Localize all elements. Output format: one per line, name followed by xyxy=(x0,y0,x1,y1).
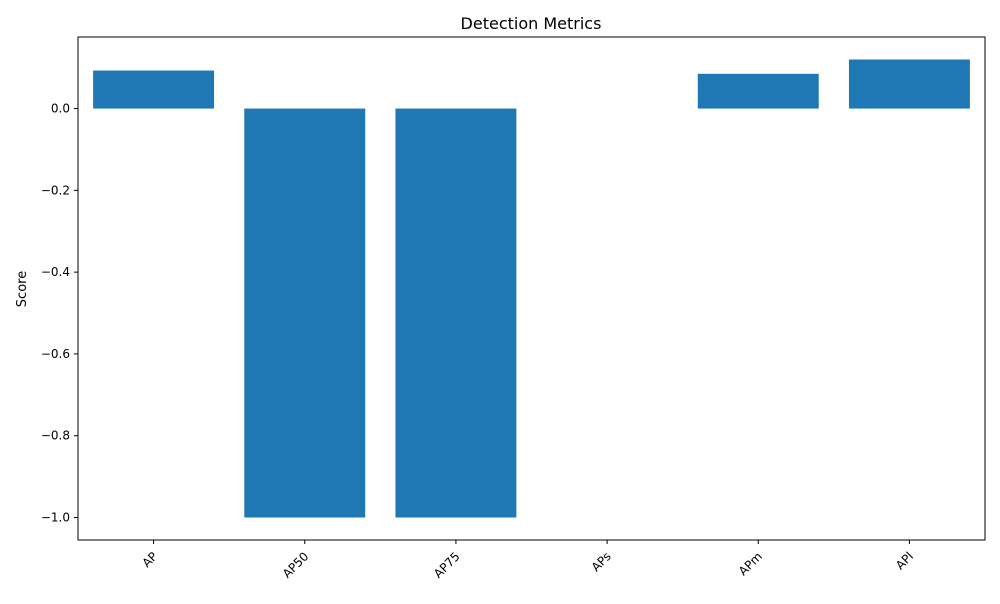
y-tick-label: 0.0 xyxy=(51,102,70,116)
y-tick-label: −0.8 xyxy=(41,429,70,443)
bar-ap50 xyxy=(244,108,366,518)
x-tick-label: APm xyxy=(736,549,765,578)
y-tick-label: −0.4 xyxy=(41,265,70,279)
x-tick-label: AP xyxy=(139,549,160,570)
bar-ap75 xyxy=(395,108,517,518)
y-tick-label: −1.0 xyxy=(41,511,70,525)
plot-area: 0.0 −0.2 −0.4 −0.6 −0.8 −1.0 AP AP50 AP75 APs APm A… xyxy=(41,36,986,581)
y-axis-label: Score xyxy=(15,271,30,307)
bar-ap xyxy=(93,70,215,109)
bar-apm xyxy=(697,73,819,109)
y-tick-label: −0.2 xyxy=(41,183,70,197)
axes-frame xyxy=(77,36,986,541)
x-tick-label: AP50 xyxy=(280,549,312,581)
bar-apl xyxy=(848,59,970,109)
chart-title: Detection Metrics xyxy=(461,14,602,33)
y-tick-label: −0.6 xyxy=(41,347,70,361)
x-tick-label: APs xyxy=(589,549,614,574)
x-tick-label: APl xyxy=(893,549,916,572)
x-tick-label: AP75 xyxy=(431,549,463,581)
